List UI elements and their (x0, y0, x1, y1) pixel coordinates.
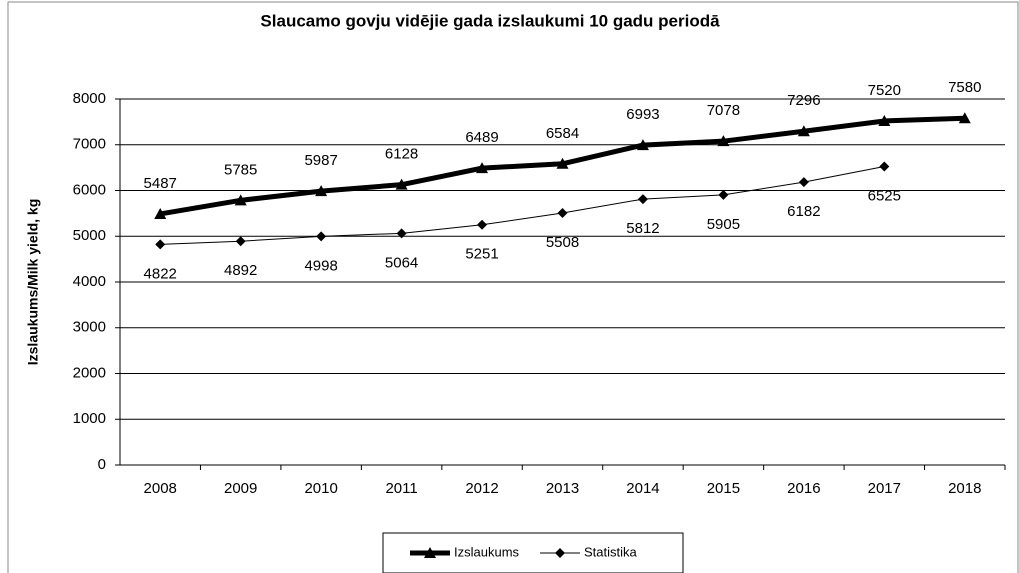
point (155, 239, 166, 250)
point (315, 185, 328, 197)
y-tick-label: 3000 (73, 319, 106, 336)
data-label: 6489 (465, 129, 498, 146)
y-tick-label: 8000 (73, 90, 106, 107)
data-label: 5487 (144, 175, 177, 192)
point (718, 189, 729, 200)
legend-label: Statistika (584, 544, 638, 559)
data-label: 6993 (626, 106, 659, 123)
data-label: 7580 (948, 79, 981, 96)
chart-title: Slaucamo govju vidējie gada izslaukumi 1… (260, 11, 720, 30)
y-tick-label: 0 (98, 456, 106, 473)
y-tick-label: 5000 (73, 227, 106, 244)
chart-frame (7, 1, 1019, 573)
data-label: 6525 (868, 187, 901, 204)
x-tick-label: 2013 (546, 480, 579, 497)
point (557, 208, 568, 219)
data-label: 5508 (546, 234, 579, 251)
data-label: 5785 (224, 161, 257, 178)
data-label: 5905 (707, 216, 740, 233)
point (235, 236, 246, 247)
legend-marker (555, 548, 565, 558)
x-tick-label: 2008 (144, 480, 177, 497)
point (958, 112, 971, 124)
x-tick-label: 2018 (948, 480, 981, 497)
x-tick-label: 2012 (465, 480, 498, 497)
data-label: 4892 (224, 262, 257, 279)
data-label: 5251 (465, 246, 498, 263)
point (476, 162, 489, 174)
y-tick-label: 1000 (73, 410, 106, 427)
data-label: 6128 (385, 146, 418, 163)
y-tick-label: 6000 (73, 181, 106, 198)
x-tick-label: 2015 (707, 480, 740, 497)
x-tick-label: 2010 (304, 480, 337, 497)
data-label: 4998 (304, 257, 337, 274)
point (878, 114, 891, 126)
point (234, 194, 247, 206)
legend-label: Izslaukums (454, 544, 520, 559)
data-label: 4822 (144, 265, 177, 282)
point (395, 178, 408, 190)
y-tick-label: 2000 (73, 364, 106, 381)
x-tick-label: 2009 (224, 480, 257, 497)
point (556, 157, 569, 169)
data-label: 5987 (304, 152, 337, 169)
point (798, 177, 809, 188)
y-tick-label: 4000 (73, 273, 106, 290)
legend-marker (424, 547, 436, 558)
data-label: 7296 (787, 92, 820, 109)
data-label: 7078 (707, 102, 740, 119)
point (636, 139, 649, 151)
point (316, 231, 327, 242)
x-tick-label: 2017 (868, 480, 901, 497)
data-label: 6182 (787, 203, 820, 220)
point (637, 194, 648, 205)
data-label: 5064 (385, 254, 418, 271)
y-axis-label: Izslaukums/Milk yield, kg (25, 199, 41, 366)
data-label: 7520 (868, 82, 901, 99)
x-tick-label: 2011 (385, 480, 417, 497)
point (477, 219, 488, 230)
data-label: 6584 (546, 125, 579, 142)
point (717, 135, 730, 147)
x-tick-label: 2016 (787, 480, 820, 497)
data-label: 5812 (626, 220, 659, 237)
point (396, 228, 407, 239)
point (797, 125, 810, 137)
y-tick-label: 7000 (73, 136, 106, 153)
series-line (160, 165, 885, 245)
point (879, 161, 890, 172)
point (154, 207, 167, 219)
x-tick-label: 2014 (626, 480, 659, 497)
